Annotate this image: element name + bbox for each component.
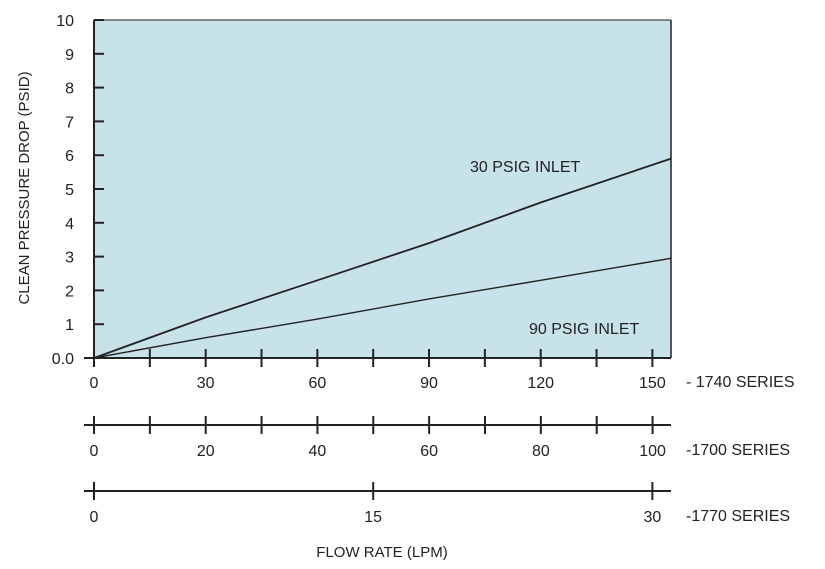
y-tick-label: 10 [56,13,74,30]
y-tick-label: 6 [65,148,74,165]
y-tick-label: 1 [65,317,74,334]
x-tick-label: 80 [532,443,550,460]
x-tick-label: 100 [639,443,666,460]
y-tick-label: 8 [65,81,74,98]
x-scale-series-name: - 1740 SERIES [686,374,795,391]
x-tick-label: 30 [643,509,661,526]
series-lines: 30 PSIG INLET 90 PSIG INLET [93,157,672,359]
x-scale-series-name: -1700 SERIES [686,442,790,459]
y-tick-label: 3 [65,250,74,267]
x-scale-series-name: -1770 SERIES [686,508,790,525]
x-tick-label: 0 [90,443,99,460]
series-line [93,157,672,359]
x-tick-label: 20 [197,443,215,460]
y-tick-label: 4 [65,216,74,233]
y-tick-label: 7 [65,114,74,131]
x-tick-label: 0 [90,375,99,392]
plot-area [94,20,671,358]
y-tick-label: 0.0 [52,351,74,368]
series-label: 90 PSIG INLET [529,321,639,338]
series-line [93,257,672,359]
series-label: 30 PSIG INLET [470,159,580,176]
y-axis-title: CLEAN PRESSURE DROP (PSID) [16,71,33,304]
y-tick-label: 9 [65,47,74,64]
x-tick-label: 120 [527,375,554,392]
y-axis: 0.0 1 2 3 4 5 6 7 8 9 10 [52,13,672,368]
x-tick-label: 60 [308,375,326,392]
x-tick-label: 40 [309,443,327,460]
x-tick-label: 60 [420,443,438,460]
x-tick-label: 150 [639,375,666,392]
y-tick-label: 5 [65,182,74,199]
x-tick-label: 15 [364,509,382,526]
x-tick-label: 90 [420,375,438,392]
y-tick-label: 2 [65,283,74,300]
x-tick-label: 30 [197,375,215,392]
x-tick-label: 0 [90,509,99,526]
x-axis-title: FLOW RATE (LPM) [316,544,447,561]
